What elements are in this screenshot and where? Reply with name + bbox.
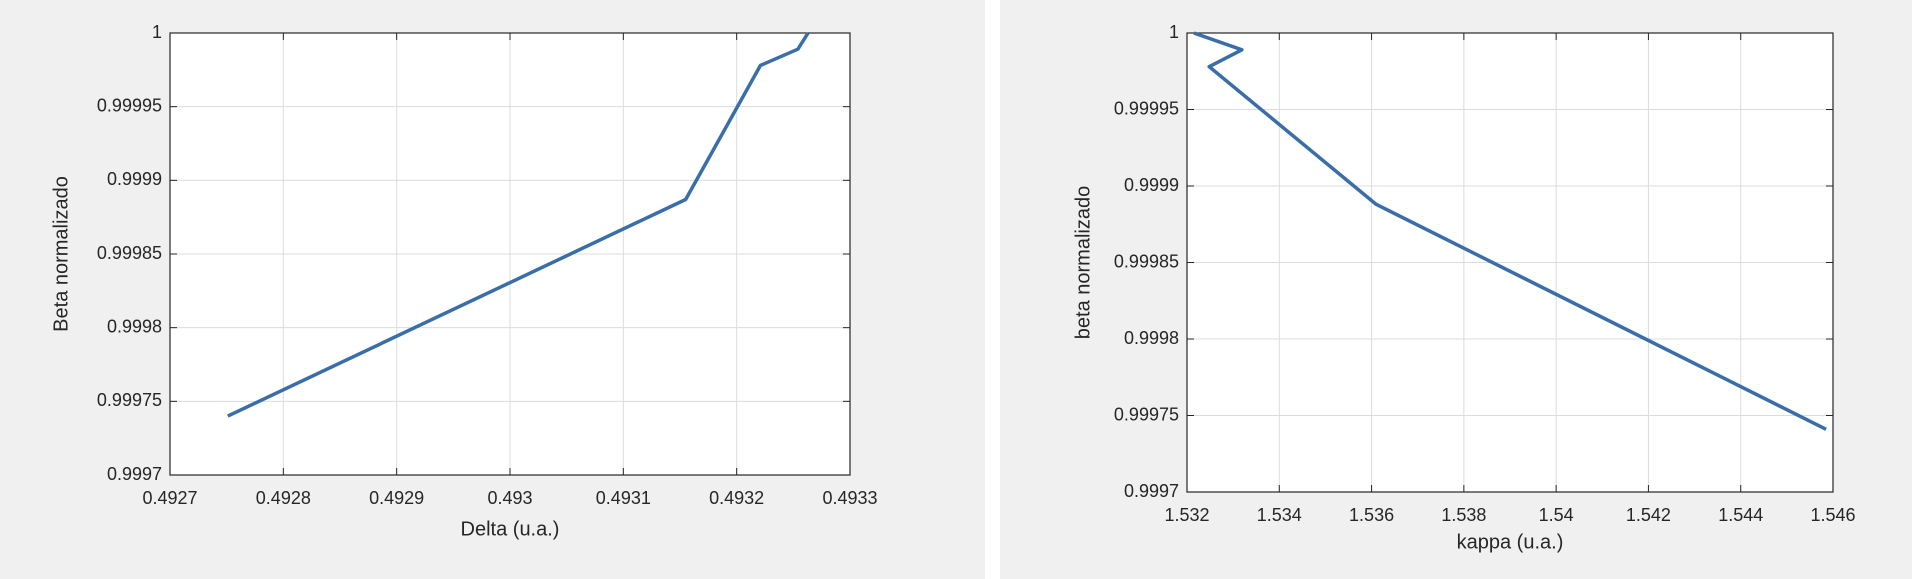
y-axis-label: Beta normalizado <box>50 176 72 332</box>
x-axis-label: kappa (u.a.) <box>1457 531 1564 553</box>
x-tick-label: 1.544 <box>1718 505 1763 525</box>
data-line <box>1193 31 1827 431</box>
data-line <box>227 32 810 418</box>
y-tick-label: 1 <box>152 22 162 42</box>
x-tick-label: 1.54 <box>1539 505 1574 525</box>
y-tick-label: 0.99985 <box>1114 251 1179 271</box>
y-tick-label: 0.9998 <box>1124 328 1179 348</box>
y-tick-label: 0.99985 <box>97 243 162 263</box>
x-tick-label: 0.4932 <box>709 488 764 508</box>
y-axis-label: beta normalizado <box>1072 186 1094 339</box>
y-tick-label: 0.99975 <box>97 390 162 410</box>
y-tick-label: 0.9999 <box>107 169 162 189</box>
x-tick-label: 1.546 <box>1810 505 1855 525</box>
x-tick-label: 0.4929 <box>369 488 424 508</box>
x-tick-label: 1.534 <box>1257 505 1302 525</box>
x-tick-label: 0.4933 <box>822 488 877 508</box>
y-tick-label: 0.9999 <box>1124 175 1179 195</box>
x-tick-label: 1.542 <box>1626 505 1671 525</box>
axes-box <box>1186 32 1834 493</box>
y-tick-label: 0.99975 <box>1114 404 1179 424</box>
y-tick-label: 0.9998 <box>107 316 162 336</box>
x-tick-label: 1.538 <box>1441 505 1486 525</box>
x-tick-label: 0.4927 <box>142 488 197 508</box>
axes-box <box>169 32 851 476</box>
x-tick-label: 0.4928 <box>256 488 311 508</box>
y-tick-label: 0.9997 <box>107 464 162 484</box>
y-tick-label: 0.99995 <box>1114 98 1179 118</box>
x-axis-label: Delta (u.a.) <box>461 518 560 540</box>
y-tick-label: 0.99995 <box>97 95 162 115</box>
x-tick-label: 1.532 <box>1164 505 1209 525</box>
x-tick-label: 0.4931 <box>596 488 651 508</box>
y-tick-label: 1 <box>1169 22 1179 42</box>
x-tick-label: 1.536 <box>1349 505 1394 525</box>
x-tick-label: 0.493 <box>487 488 532 508</box>
y-tick-label: 0.9997 <box>1124 481 1179 501</box>
